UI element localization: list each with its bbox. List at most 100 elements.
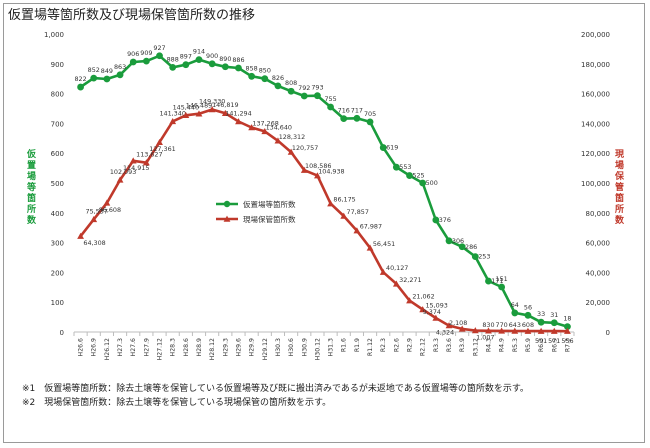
data-point — [221, 109, 229, 116]
x-tick-label: R6.9 — [551, 338, 558, 352]
data-label: 863 — [114, 63, 126, 71]
right-y-tick-label: 100,000 — [581, 180, 610, 188]
data-label: 826 — [272, 74, 284, 82]
chart-frame — [3, 3, 645, 443]
data-label: 525 — [412, 172, 424, 180]
x-tick-label: H31.3 — [328, 338, 335, 356]
data-label: 102,093 — [110, 168, 136, 176]
data-point — [511, 327, 519, 334]
x-tick-label: R3.6 — [446, 338, 453, 352]
x-tick-label: H28.9 — [196, 338, 203, 356]
data-point — [208, 106, 216, 113]
legend-marker-red — [223, 215, 231, 222]
x-tick-label: R2.12 — [420, 338, 427, 356]
data-point — [432, 314, 440, 321]
data-label: 914 — [193, 48, 205, 56]
x-tick-label: R4.3 — [485, 338, 492, 352]
data-label: 792 — [298, 84, 310, 92]
x-tick-label: R1.9 — [354, 338, 361, 352]
data-label: 145,440 — [173, 103, 199, 111]
x-tick-label: H28.3 — [170, 338, 177, 356]
x-tick-label: R5.9 — [525, 338, 532, 352]
data-label: 306 — [452, 237, 464, 245]
data-point — [471, 253, 479, 261]
data-label: 146,819 — [212, 101, 238, 109]
data-point — [287, 148, 295, 155]
left-y-tick-label: 900 — [51, 61, 64, 69]
footnote-1: ※1 仮置場等箇所数：除去土壌等を保管している仮置場等及び既に搬出済みであるが未… — [22, 384, 529, 394]
x-tick-label: H29.12 — [262, 338, 269, 360]
data-label: 858 — [246, 64, 258, 72]
data-label: 56 — [524, 303, 532, 311]
data-label: 64,308 — [83, 239, 105, 247]
data-point — [498, 283, 506, 291]
x-tick-label: R3.9 — [459, 338, 466, 352]
data-point — [300, 92, 308, 100]
data-point — [524, 327, 532, 334]
legend-label-red: 現場保管箇所数 — [243, 214, 296, 224]
data-point — [156, 52, 163, 60]
data-point — [261, 127, 269, 135]
legend-marker-green — [223, 200, 231, 208]
data-label: 608 — [522, 321, 534, 329]
data-label: 86,608 — [99, 206, 121, 214]
chart-title: 仮置場等箇所数及び現場保管箇所数の推移 — [8, 8, 256, 23]
data-label: 755 — [324, 95, 336, 103]
data-label: 146,489 — [186, 102, 212, 110]
data-label: 127,361 — [149, 145, 175, 153]
data-point — [274, 82, 282, 90]
data-point — [169, 118, 177, 125]
data-point — [314, 172, 321, 179]
data-point — [550, 319, 558, 327]
x-tick-label: H30.6 — [288, 338, 295, 356]
data-point — [156, 138, 163, 145]
data-label: 134,640 — [266, 123, 292, 131]
data-point — [235, 64, 242, 72]
data-point — [537, 318, 545, 326]
data-label: 849 — [101, 67, 113, 75]
x-tick-label: R2.9 — [407, 338, 414, 352]
x-tick-label: H27.9 — [143, 338, 150, 356]
data-label: 77,857 — [347, 208, 369, 216]
data-label: 75,537 — [86, 207, 108, 215]
data-point — [300, 166, 308, 173]
x-tick-label: H27.3 — [117, 338, 124, 356]
data-label: 591 — [535, 337, 547, 345]
left-y-tick-label: 800 — [51, 91, 64, 99]
data-label: 137,268 — [252, 119, 278, 127]
right-y-tick-label: 20,000 — [586, 299, 611, 307]
data-point — [169, 63, 177, 71]
data-label: 1,007 — [476, 333, 494, 341]
data-point — [142, 159, 150, 166]
data-label: 571 — [548, 337, 560, 345]
x-tick-label: R1.6 — [341, 338, 348, 352]
data-label: 114,915 — [123, 164, 149, 172]
data-label: 808 — [285, 79, 297, 87]
x-tick-label: R2.3 — [380, 338, 387, 352]
data-label: 852 — [88, 66, 100, 74]
data-label: 31 — [550, 311, 558, 319]
data-label: 141,340 — [159, 109, 185, 117]
data-label: 141,294 — [225, 109, 251, 117]
data-point — [208, 60, 216, 68]
right-y-tick-label: 40,000 — [586, 269, 611, 277]
right-y-tick-label: 180,000 — [581, 61, 610, 69]
data-point — [274, 137, 282, 144]
data-label: 897 — [180, 53, 192, 61]
data-point — [458, 325, 466, 332]
data-point — [419, 306, 427, 313]
right-y-tick-label: 60,000 — [586, 240, 611, 248]
x-tick-label: H26.12 — [104, 338, 111, 360]
data-label: 286 — [465, 243, 477, 251]
left-y-tick-label: 200 — [51, 269, 64, 277]
x-tick-label: H27.12 — [157, 338, 164, 360]
data-label: 33 — [537, 310, 545, 318]
left-axis-title: 仮置場等箇所数 — [26, 150, 36, 226]
data-point — [564, 323, 571, 331]
data-point — [353, 227, 361, 234]
data-label: 906 — [127, 50, 139, 58]
data-label: 619 — [386, 144, 398, 152]
data-label: 149,330 — [199, 97, 225, 105]
data-point — [327, 103, 334, 111]
right-y-tick-label: 120,000 — [581, 150, 610, 158]
